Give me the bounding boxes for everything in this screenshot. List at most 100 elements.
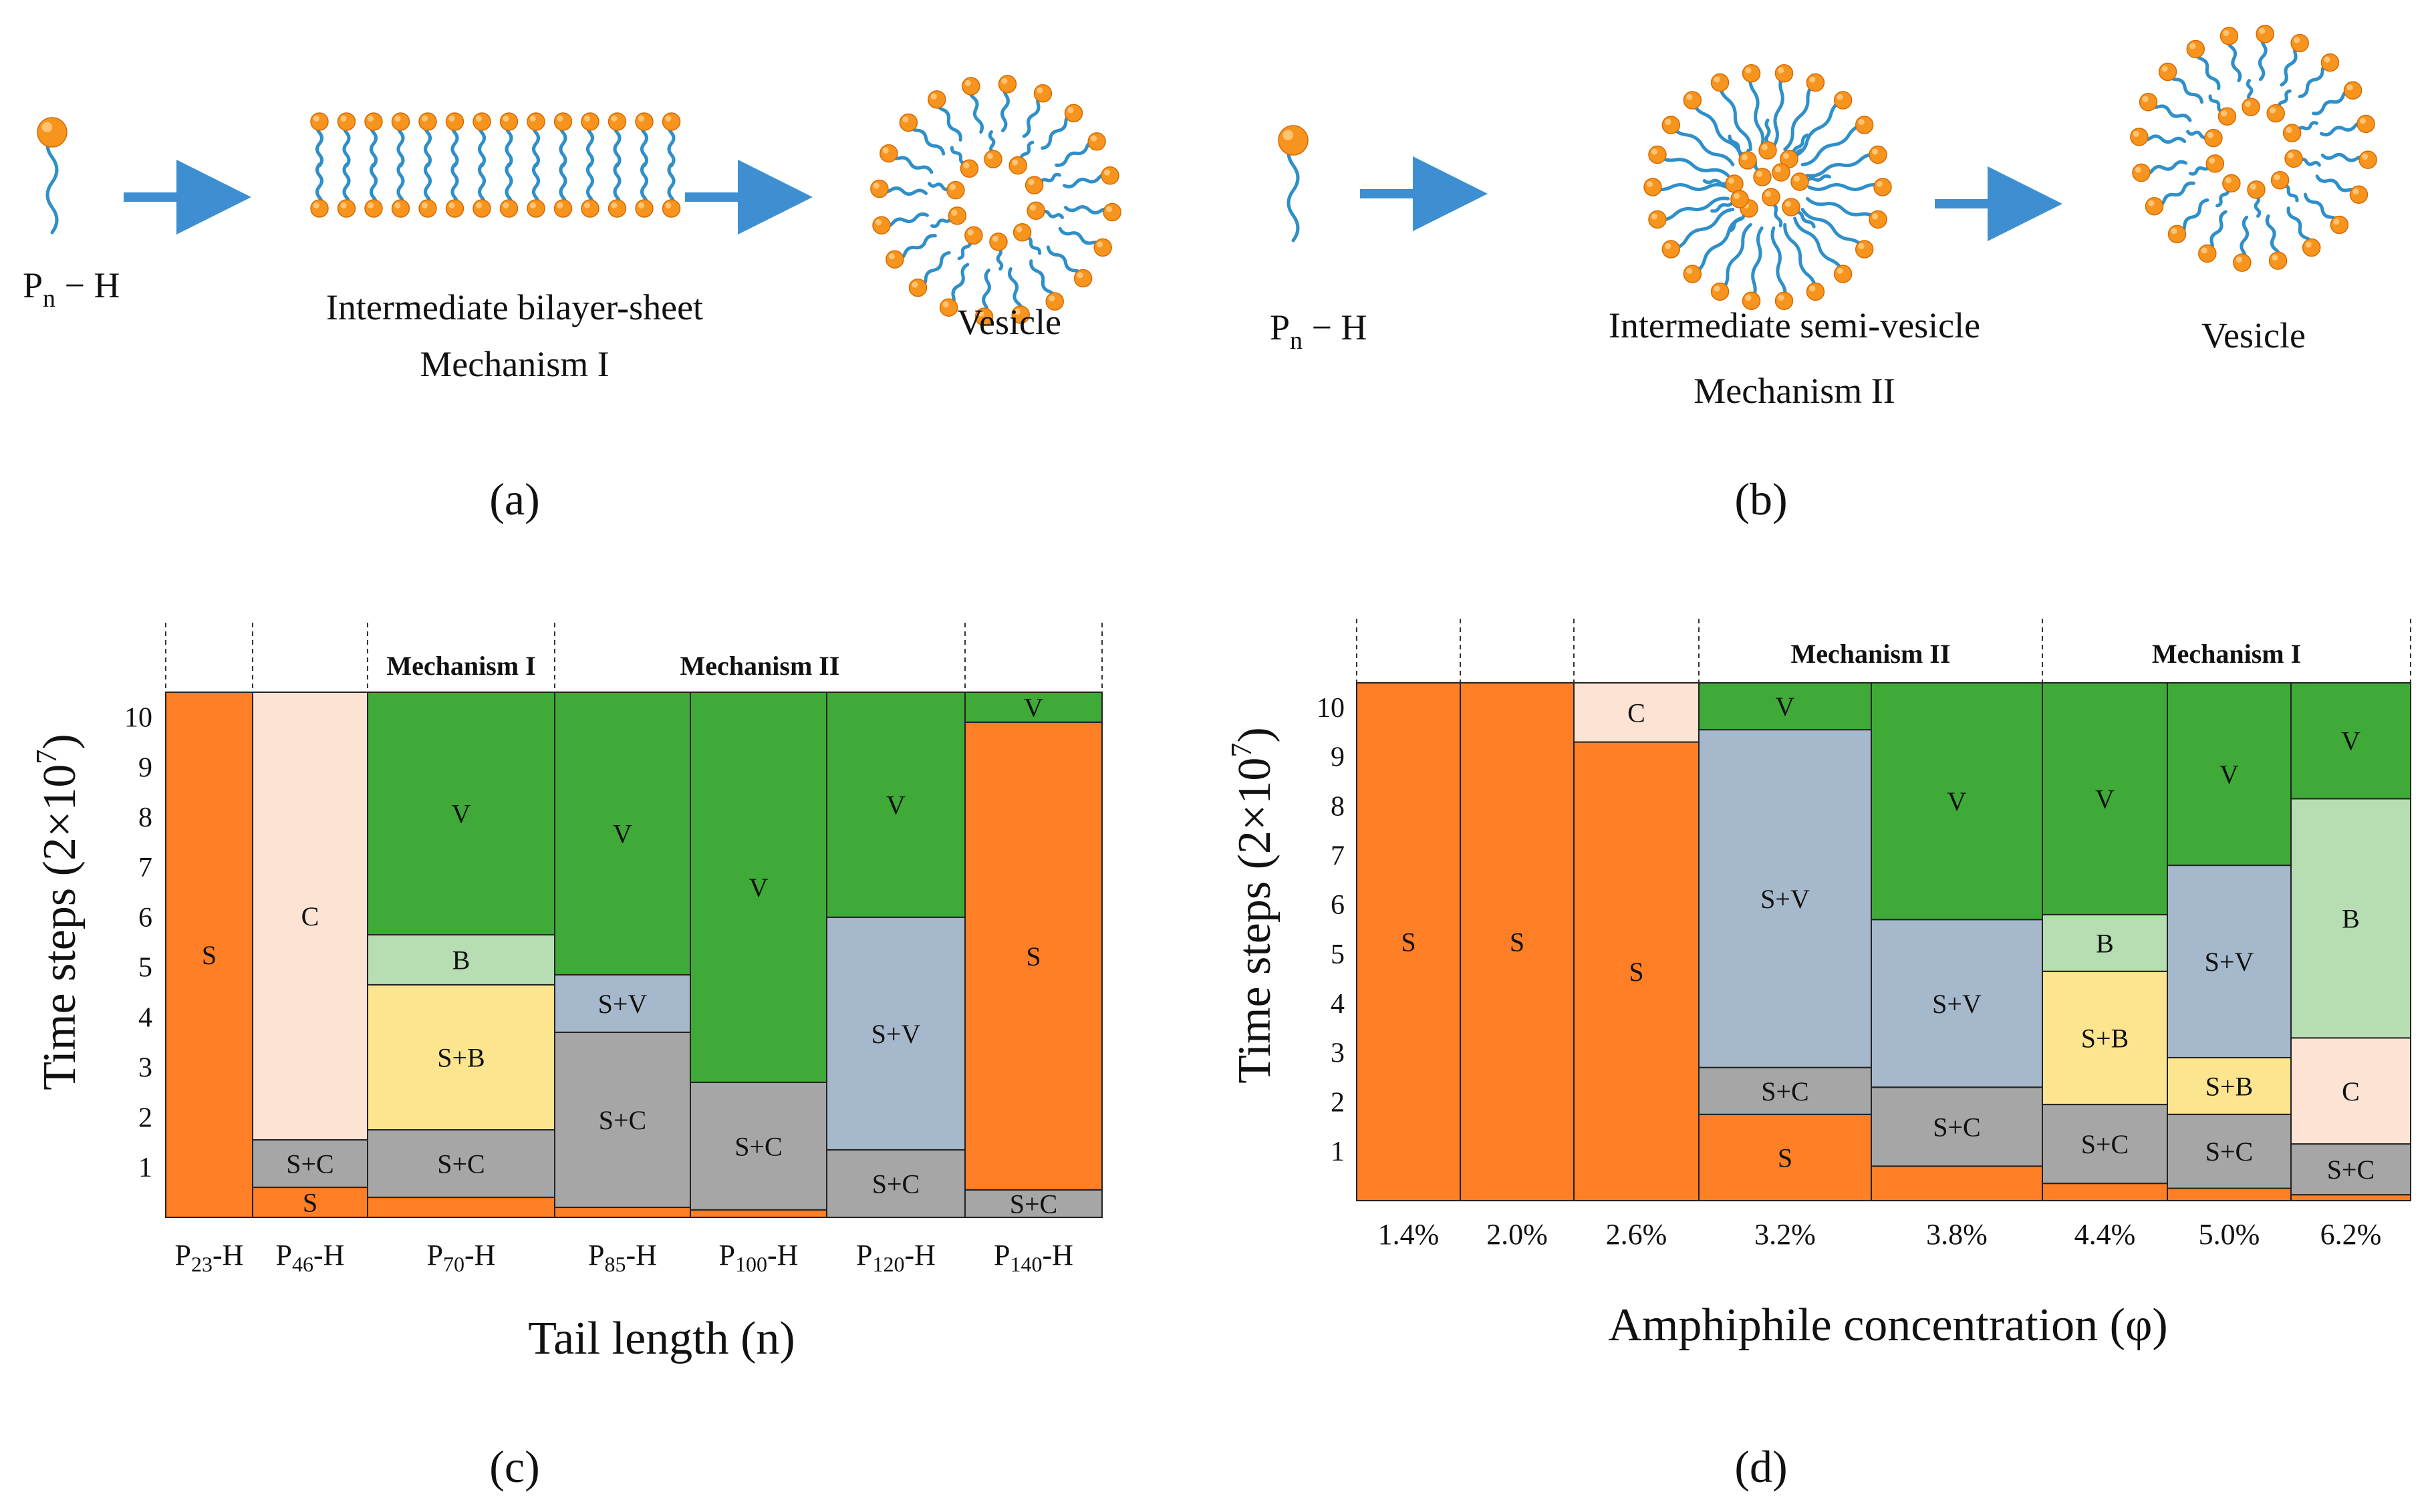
x-tick-label: 2.0% — [1486, 1218, 1548, 1251]
vesicle-icon — [2130, 25, 2377, 272]
bar-segment — [1871, 1086, 2043, 1167]
chart-c: Mechanism I Mechanism II SSS+CCS+CS+BBVS… — [30, 623, 1103, 1492]
bilayer-sheet-icon — [310, 112, 681, 218]
y-tick-label: 6 — [138, 903, 152, 933]
bar-segment — [2042, 682, 2168, 915]
bar-segment — [2167, 682, 2292, 867]
segment-label: S — [303, 1188, 317, 1218]
x-tick-label: P140-H — [994, 1239, 1073, 1276]
bar-segment — [2167, 1187, 2292, 1201]
bar-segment — [964, 721, 1103, 1191]
bar-segment — [1573, 741, 1700, 1201]
segment-label: S — [1778, 1143, 1792, 1173]
y-tick-label: 5 — [1331, 939, 1345, 970]
mechanism-header: Mechanism I Mechanism II — [386, 651, 839, 681]
segment-label: S+V — [2205, 947, 2254, 977]
bar-segment — [2167, 865, 2292, 1058]
segment-label: C — [301, 901, 319, 931]
bar-segment — [367, 1129, 555, 1199]
y-tick-label: 6 — [1331, 890, 1345, 921]
bar-segment — [1871, 919, 2043, 1088]
bar-segment — [367, 984, 555, 1131]
segment-label: S+B — [2081, 1023, 2129, 1053]
segment-label: V — [886, 790, 906, 820]
segment-label: S+C — [2205, 1137, 2253, 1167]
diagram-panel-b: Pn − H Intermediate semi-vesicle Mechani… — [1270, 25, 2377, 524]
bars: S S S+C C S+C S+B B V S+C S+V V S+C V S+C S+V V S+C S V — [165, 692, 1103, 1219]
y-tick-label: 3 — [1331, 1038, 1345, 1069]
bar-segment — [252, 692, 368, 1141]
segment-label: S+C — [599, 1105, 646, 1135]
bar-segment — [2167, 1056, 2292, 1115]
mechanism-label-b: Mechanism II — [1694, 371, 1895, 411]
x-tick-label: P120-H — [856, 1239, 936, 1276]
segment-label: B — [2342, 903, 2360, 933]
segment-label: S+C — [872, 1169, 920, 1199]
mechanism-label: Mechanism I — [2152, 639, 2301, 669]
x-axis-title: Tail length (n) — [528, 1313, 795, 1364]
y-tick-label: 3 — [138, 1052, 152, 1083]
segment-label: S+C — [286, 1149, 333, 1179]
x-tick-label: 4.4% — [2074, 1218, 2136, 1251]
monomer-label-b: Pn − H — [1270, 307, 1367, 355]
x-tick-label: 3.2% — [1754, 1218, 1816, 1251]
vesicle-label-a: Vesicle — [957, 302, 1061, 342]
bar-segment — [1460, 682, 1575, 1201]
y-axis-ticks: 1 2 3 4 5 6 7 8 9 10 — [124, 702, 152, 1183]
x-tick-label: P85-H — [588, 1239, 657, 1276]
x-tick-label: 2.6% — [1606, 1218, 1667, 1251]
y-axis-title: Time steps (2×107) — [1225, 727, 1280, 1083]
y-tick-label: 10 — [1317, 693, 1345, 724]
segment-label: B — [452, 945, 470, 975]
panel-label-b: (b) — [1734, 474, 1787, 524]
chart-d: Mechanism II Mechanism I S S S C S S+C S+V V S+C… — [1225, 619, 2411, 1492]
y-tick-label: 10 — [124, 702, 152, 733]
bar-segment — [252, 1139, 368, 1189]
segment-label: S — [202, 940, 217, 970]
segment-label: S+C — [1933, 1112, 1980, 1142]
segment-label: V — [1024, 692, 1043, 722]
segment-label: V — [1947, 786, 1967, 816]
x-tick-label: 5.0% — [2199, 1218, 2260, 1251]
segment-label: C — [1627, 698, 1645, 728]
bar-segment — [367, 1197, 555, 1218]
x-axis-title: Amphiphile concentration (φ) — [1608, 1300, 2167, 1351]
bar-segment — [690, 1081, 827, 1211]
bar-segment — [2290, 1037, 2411, 1145]
y-tick-label: 7 — [1331, 841, 1345, 871]
y-tick-label: 9 — [1331, 742, 1345, 773]
bar-segment — [2042, 1183, 2168, 1201]
x-tick-label: P70-H — [427, 1239, 496, 1276]
bar-segment — [2042, 970, 2168, 1106]
bar-segment — [554, 692, 691, 975]
bar-segment — [1356, 682, 1461, 1201]
x-tick-label: P100-H — [719, 1239, 799, 1276]
y-tick-label: 1 — [1331, 1137, 1345, 1167]
segment-label: S — [1401, 927, 1415, 957]
bar-segment — [1573, 682, 1700, 743]
vesicle-label-b: Vesicle — [2201, 315, 2306, 355]
y-tick-label: 1 — [138, 1153, 152, 1183]
bar-segment — [1871, 682, 2043, 921]
bar-segment — [826, 1149, 966, 1219]
amphiphile-molecule-icon — [37, 117, 68, 235]
segment-label: S+C — [437, 1149, 485, 1179]
y-tick-label: 4 — [138, 1003, 152, 1034]
x-axis-categories: P23-H P46-H P70-H P85-H P100-H P120-H P140-H — [175, 1239, 1073, 1276]
segment-label: V — [2219, 760, 2239, 790]
segment-label: V — [452, 799, 471, 829]
bar-segment — [554, 1207, 691, 1218]
segment-label: S+V — [1760, 884, 1810, 914]
bar-segment — [2167, 1113, 2292, 1189]
bar-segment — [690, 1209, 827, 1219]
mechanism-label-a: Mechanism I — [420, 344, 609, 384]
y-axis-title: Time steps (2×107) — [30, 734, 86, 1090]
x-tick-label: 3.8% — [1926, 1218, 1988, 1251]
bar-segment — [367, 692, 555, 936]
segment-label: S+C — [2327, 1155, 2375, 1185]
x-tick-label: 1.4% — [1378, 1218, 1440, 1251]
y-tick-label: 7 — [138, 853, 152, 883]
bar-segment — [1871, 1165, 2043, 1202]
bar-segment — [1698, 729, 1872, 1068]
